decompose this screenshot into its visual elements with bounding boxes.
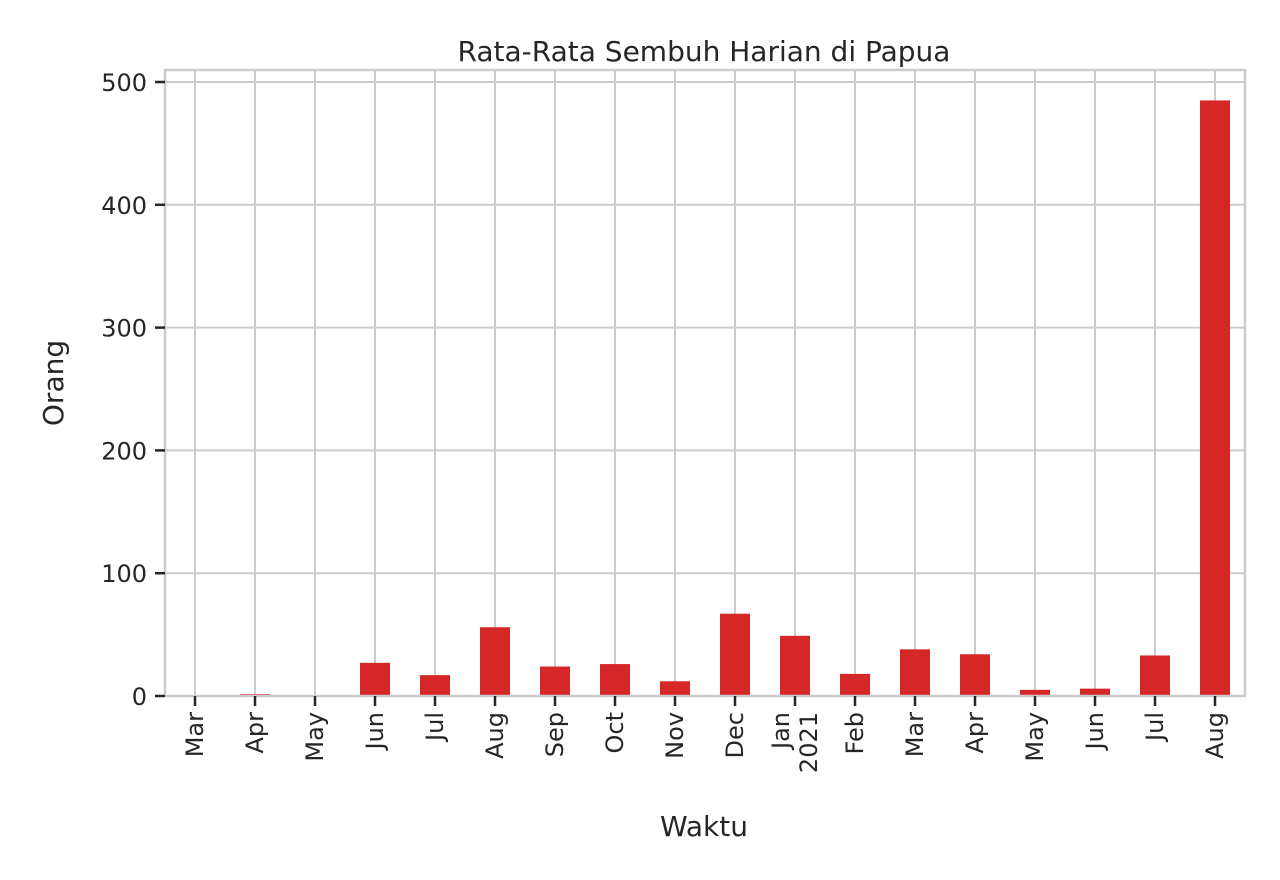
bar — [600, 664, 630, 696]
x-tick-label: Nov — [661, 712, 689, 759]
bar — [900, 649, 930, 696]
x-tick-label: Jun — [361, 712, 389, 752]
y-axis-label: Orang — [37, 340, 70, 426]
bar — [660, 681, 690, 696]
bar — [420, 675, 450, 696]
bar — [780, 635, 810, 696]
x-axis-label: Waktu — [660, 810, 748, 843]
y-tick-label: 300 — [101, 315, 147, 343]
y-tick-label: 100 — [101, 560, 147, 588]
bar — [960, 654, 990, 696]
x-tick-label: Mar — [181, 712, 209, 757]
bar — [540, 666, 570, 696]
bar — [1020, 689, 1050, 696]
x-tick-label: Jul — [1141, 712, 1169, 743]
x-tick-label: Jan2021 — [767, 712, 823, 773]
bar — [1200, 100, 1230, 697]
x-tick-label: May — [1021, 712, 1049, 762]
x-tick-label: Jun — [1081, 712, 1109, 752]
bar — [840, 673, 870, 696]
x-tick-label: Aug — [481, 712, 509, 759]
y-tick-label: 400 — [101, 192, 147, 220]
x-tick-label: Mar — [901, 712, 929, 757]
y-tick-label: 200 — [101, 437, 147, 465]
bar-layer — [180, 100, 1230, 697]
y-tick-label: 0 — [132, 683, 147, 711]
x-tick-label: Apr — [961, 712, 989, 754]
bar — [1080, 688, 1110, 696]
bar — [360, 662, 390, 696]
bar — [480, 627, 510, 696]
bar — [720, 613, 750, 696]
x-tick-label: Jul — [421, 712, 449, 743]
x-tick-label: Dec — [721, 712, 749, 758]
x-tick-label: Aug — [1201, 712, 1229, 759]
x-tick-label: May — [301, 712, 329, 762]
tick-layer: 0 100 200 300 400 500 Mar Apr May Jun Jul Aug Sep Oct… — [101, 69, 1229, 773]
x-tick-label: Sep — [541, 712, 569, 757]
plot-frame — [163, 68, 1247, 698]
x-tick-label: Oct — [601, 712, 629, 754]
x-tick-label: Apr — [241, 712, 269, 754]
y-tick-label: 500 — [101, 69, 147, 97]
x-tick-label: Feb — [841, 712, 869, 755]
chart-title: Rata-Rata Sembuh Harian di Papua — [458, 35, 951, 68]
grid-layer — [165, 70, 1245, 697]
bar — [1140, 655, 1170, 696]
